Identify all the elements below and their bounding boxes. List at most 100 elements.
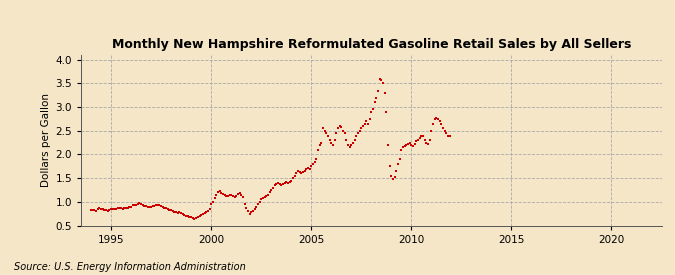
Point: [443, 133, 454, 138]
Point: [406, 143, 416, 147]
Point: [401, 143, 412, 147]
Point: [434, 119, 445, 123]
Point: [404, 141, 415, 145]
Point: [386, 174, 397, 178]
Point: [169, 210, 180, 214]
Point: [304, 166, 315, 171]
Point: [294, 170, 305, 175]
Point: [191, 216, 202, 220]
Point: [444, 134, 455, 139]
Point: [309, 159, 320, 164]
Point: [306, 164, 317, 169]
Point: [111, 207, 122, 211]
Point: [206, 202, 217, 206]
Point: [197, 211, 208, 216]
Point: [216, 191, 227, 196]
Point: [124, 205, 135, 209]
Point: [396, 147, 406, 152]
Point: [144, 205, 155, 209]
Point: [286, 178, 296, 183]
Point: [261, 194, 271, 198]
Point: [196, 212, 207, 217]
Point: [423, 142, 433, 146]
Point: [187, 216, 198, 221]
Point: [129, 202, 140, 207]
Point: [264, 190, 275, 194]
Point: [224, 192, 235, 197]
Point: [394, 157, 405, 161]
Point: [366, 110, 377, 114]
Point: [94, 205, 105, 210]
Point: [274, 182, 285, 186]
Point: [254, 200, 265, 204]
Point: [189, 217, 200, 221]
Point: [239, 202, 250, 206]
Point: [126, 204, 136, 209]
Point: [140, 204, 151, 208]
Point: [391, 169, 402, 173]
Point: [105, 207, 116, 211]
Point: [314, 143, 325, 147]
Point: [338, 129, 348, 133]
Point: [250, 204, 261, 209]
Point: [87, 208, 98, 212]
Point: [288, 176, 298, 180]
Point: [436, 122, 447, 126]
Point: [96, 207, 107, 211]
Point: [213, 190, 223, 194]
Point: [331, 131, 342, 135]
Point: [362, 122, 373, 126]
Point: [231, 194, 242, 198]
Point: [179, 212, 190, 217]
Point: [117, 207, 128, 211]
Point: [326, 141, 337, 145]
Point: [132, 202, 143, 206]
Point: [178, 212, 188, 216]
Point: [114, 205, 125, 210]
Point: [119, 206, 130, 211]
Point: [427, 122, 438, 126]
Point: [219, 193, 230, 197]
Point: [227, 194, 238, 198]
Point: [289, 174, 300, 178]
Point: [356, 126, 367, 131]
Point: [441, 131, 452, 135]
Point: [147, 204, 158, 208]
Point: [211, 192, 221, 197]
Point: [336, 125, 347, 129]
Point: [249, 207, 260, 211]
Point: [102, 209, 113, 213]
Point: [199, 211, 210, 215]
Point: [142, 204, 153, 209]
Point: [244, 211, 255, 216]
Point: [171, 210, 182, 214]
Point: [269, 183, 280, 188]
Point: [252, 202, 263, 206]
Point: [172, 211, 183, 215]
Point: [414, 136, 425, 140]
Point: [99, 208, 110, 212]
Point: [323, 133, 333, 138]
Point: [115, 206, 126, 210]
Point: [341, 138, 352, 142]
Point: [146, 204, 157, 209]
Point: [266, 188, 277, 192]
Point: [381, 110, 392, 114]
Point: [256, 197, 267, 202]
Point: [263, 192, 273, 197]
Point: [291, 171, 302, 176]
Point: [112, 206, 123, 211]
Point: [259, 195, 270, 199]
Point: [313, 147, 323, 152]
Point: [334, 124, 345, 128]
Point: [267, 185, 278, 190]
Point: [398, 145, 408, 150]
Point: [246, 210, 256, 214]
Point: [412, 138, 423, 142]
Point: [200, 210, 211, 214]
Point: [332, 126, 343, 131]
Point: [192, 215, 203, 219]
Point: [277, 182, 288, 186]
Point: [271, 182, 281, 186]
Point: [202, 209, 213, 213]
